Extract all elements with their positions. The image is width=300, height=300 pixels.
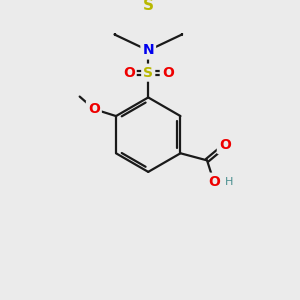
Text: N: N (142, 44, 154, 58)
Text: O: O (123, 66, 135, 80)
Text: O: O (88, 102, 100, 116)
Text: S: S (143, 0, 154, 13)
Text: O: O (162, 66, 174, 80)
Text: O: O (208, 175, 220, 189)
Text: S: S (143, 66, 153, 80)
Text: H: H (225, 177, 233, 187)
Text: O: O (219, 138, 231, 152)
